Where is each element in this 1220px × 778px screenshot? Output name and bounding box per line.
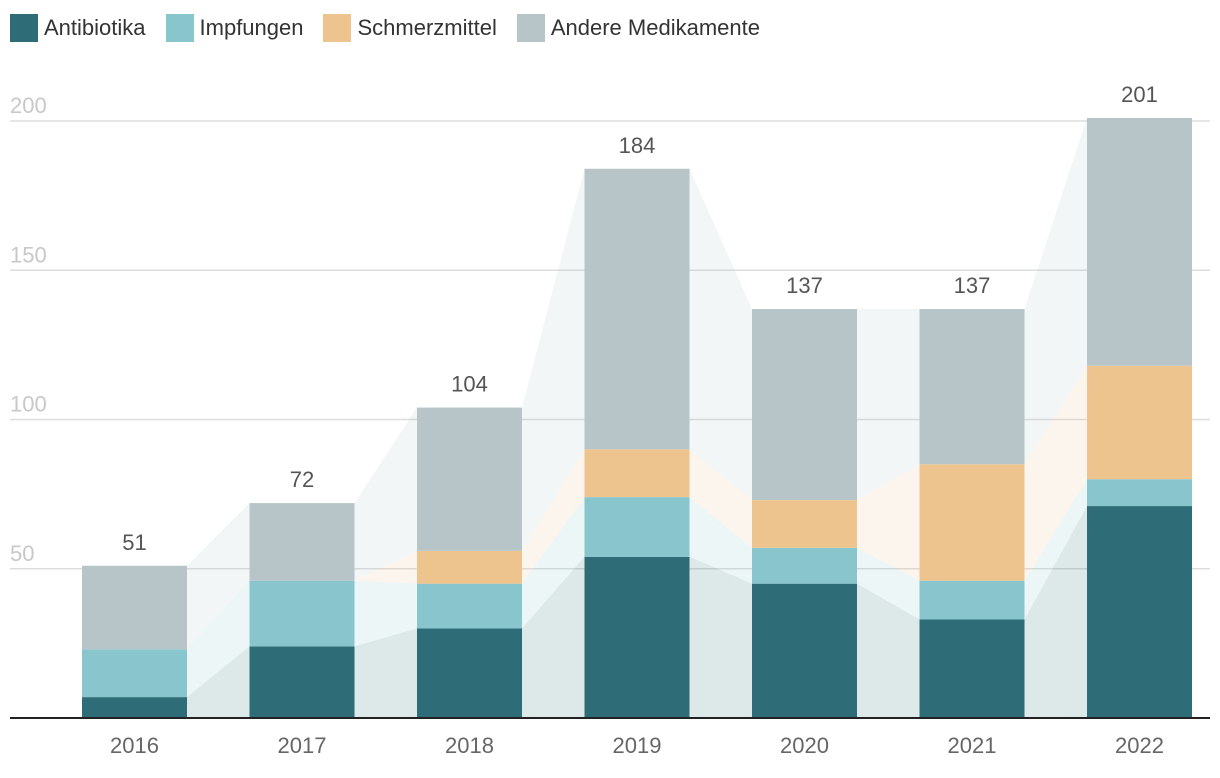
bar-segment-andere-medikamente: [249, 503, 355, 581]
connector-band-antibiotika: [187, 646, 250, 718]
connector-band-antibiotika: [857, 583, 920, 718]
connector-band-schmerzmittel: [522, 449, 585, 584]
total-label: 104: [451, 372, 488, 397]
bar-segment-andere-medikamente: [1087, 118, 1192, 366]
total-label: 72: [290, 467, 314, 492]
legend-label: Impfungen: [199, 15, 304, 40]
bar-segment-andere-medikamente: [82, 565, 187, 650]
x-tick-label: 2021: [948, 733, 997, 758]
legend-item-antibiotika: Antibiotika: [10, 14, 146, 42]
connector-band-impfungen: [522, 497, 585, 629]
connector-band-antibiotika: [689, 556, 752, 718]
connector-band-impfungen: [1024, 479, 1087, 620]
y-tick-label: 200: [10, 93, 47, 118]
connector-band-antibiotika: [354, 628, 417, 718]
connector-band-andere-medikamente: [857, 309, 920, 501]
connector-band-andere-medikamente: [689, 168, 752, 501]
bar-segment-andere-medikamente: [919, 309, 1025, 465]
connector-band-schmerzmittel: [857, 464, 920, 581]
legend-label: Antibiotika: [44, 15, 146, 40]
x-tick-label: 2019: [613, 733, 662, 758]
bar-segment-antibiotika: [584, 556, 690, 718]
connector-band-impfungen: [354, 580, 417, 647]
bar-segment-antibiotika: [919, 619, 1025, 718]
bar-segment-schmerzmittel: [417, 550, 522, 584]
connector-band-andere-medikamente: [354, 407, 417, 581]
bar-segment-antibiotika: [249, 646, 355, 718]
legend-item-impfungen: Impfungen: [165, 14, 304, 42]
x-tick-label: 2020: [780, 733, 829, 758]
legend-item-schmerzmittel: Schmerzmittel: [323, 14, 497, 42]
legend-item-andere-medikamente: Andere Medikamente: [516, 14, 760, 42]
connector-band-impfungen: [689, 497, 752, 584]
bar-segment-antibiotika: [1087, 506, 1192, 718]
y-tick-label: 50: [10, 541, 34, 566]
bar-segment-schmerzmittel: [584, 449, 690, 498]
x-tick-label: 2022: [1115, 733, 1164, 758]
bar-segment-antibiotika: [82, 697, 187, 718]
bar-segment-impfungen: [919, 580, 1025, 620]
connector-band-schmerzmittel: [1024, 365, 1087, 581]
connector-band-antibiotika: [522, 556, 585, 718]
y-tick-label: 150: [10, 242, 47, 267]
bar-segment-andere-medikamente: [752, 309, 857, 501]
total-label: 137: [954, 273, 991, 298]
bar-segment-impfungen: [752, 547, 857, 584]
legend-swatch: [516, 14, 545, 42]
legend: Antibiotika Impfungen Schmerzmittel Andere …: [10, 12, 780, 44]
connector-band-schmerzmittel: [689, 449, 752, 548]
x-tick-label: 2017: [278, 733, 327, 758]
x-tick-label: 2018: [445, 733, 494, 758]
connector-band-andere-medikamente: [1024, 118, 1087, 465]
bar-segment-andere-medikamente: [584, 168, 690, 450]
bar-segment-impfungen: [249, 580, 355, 647]
connector-band-impfungen: [187, 580, 250, 698]
connector-band-impfungen: [857, 547, 920, 620]
bar-segment-andere-medikamente: [417, 407, 522, 551]
total-label: 184: [619, 133, 656, 158]
bar-segment-impfungen: [1087, 479, 1192, 507]
total-label: 137: [786, 273, 823, 298]
bar-segment-impfungen: [584, 497, 690, 557]
x-tick-label: 2016: [110, 733, 159, 758]
connector-band-antibiotika: [1024, 506, 1087, 718]
y-tick-label: 100: [10, 392, 47, 417]
total-label: 201: [1121, 82, 1158, 107]
connector-band-andere-medikamente: [522, 168, 585, 551]
bar-segment-schmerzmittel: [752, 500, 857, 548]
legend-swatch: [165, 14, 194, 42]
connector-band-andere-medikamente: [187, 503, 250, 650]
bar-segment-impfungen: [417, 583, 522, 629]
connector-band-schmerzmittel: [354, 550, 417, 584]
bar-segment-antibiotika: [417, 628, 522, 718]
bar-segment-schmerzmittel: [919, 464, 1025, 581]
bar-segment-schmerzmittel: [1087, 365, 1192, 480]
total-label: 51: [122, 530, 146, 555]
legend-label: Schmerzmittel: [357, 15, 497, 40]
bar-segment-antibiotika: [752, 583, 857, 718]
legend-swatch: [323, 14, 352, 42]
bar-segment-impfungen: [82, 649, 187, 698]
legend-swatch: [10, 14, 38, 42]
legend-label: Andere Medikamente: [550, 15, 760, 40]
